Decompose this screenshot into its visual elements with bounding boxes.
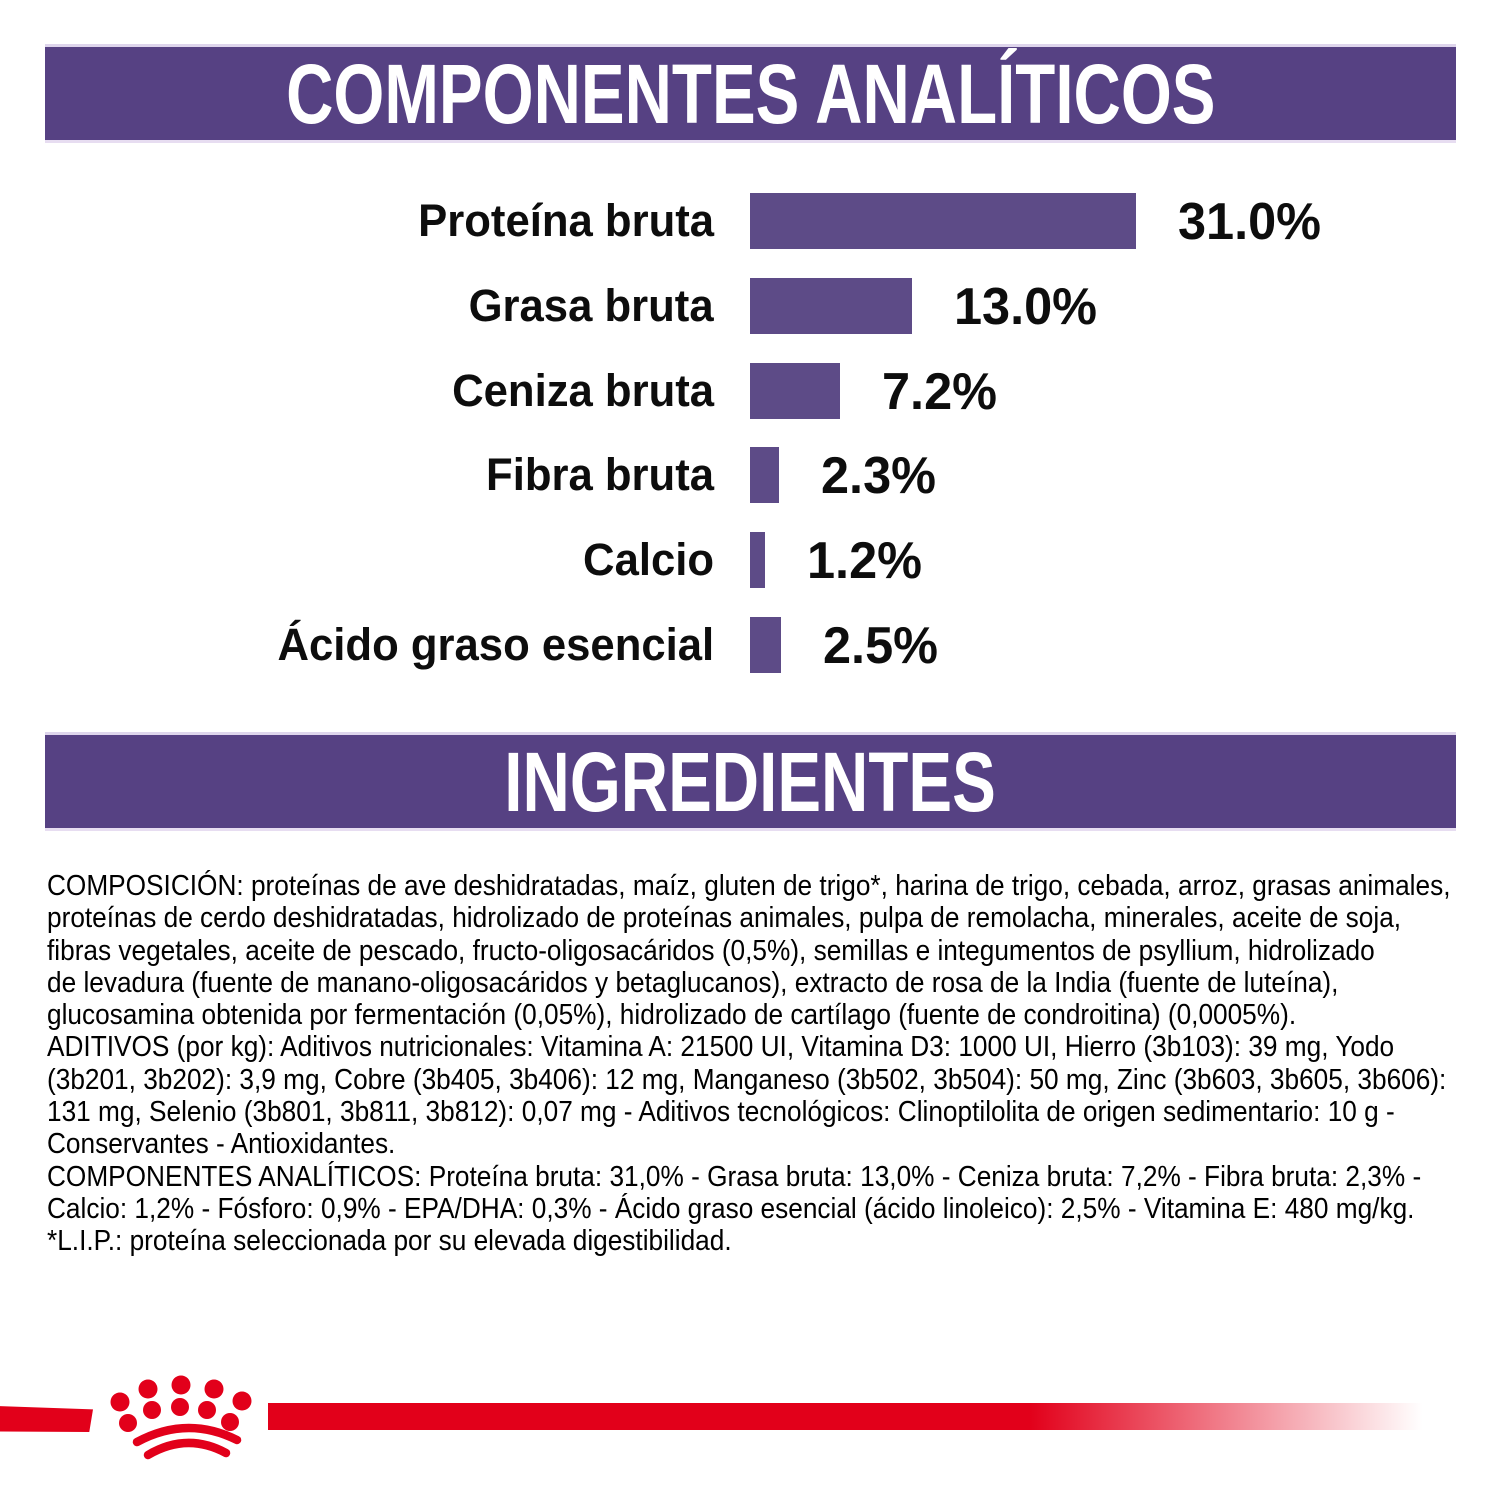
body-text-line: proteínas de cerdo deshidratadas, hidrol… [47, 902, 1402, 935]
chart-row-label: Ácido graso esencial [277, 619, 714, 670]
chart-row-label: Fibra bruta [486, 449, 714, 501]
brand-ribbon-right-segment [268, 1403, 1458, 1430]
chart-row-label: Ceniza bruta [452, 364, 714, 416]
chart-row: Ácido graso esencial 2.5% [0, 617, 1500, 675]
body-text-line: ADITIVOS (por kg): Aditivos nutricionale… [47, 1031, 1395, 1064]
body-text-line: fibras vegetales, aceite de pescado, fru… [47, 934, 1375, 967]
chart-bar [750, 447, 779, 504]
ingredients-title: INGREDIENTES [504, 734, 997, 829]
body-text-line: 131 mg, Selenio (3b801, 3b811, 3b812): 0… [47, 1096, 1395, 1129]
chart-row-label: Grasa bruta [468, 279, 714, 331]
chart-row-label: Proteína bruta [418, 195, 714, 246]
chart-bar [750, 532, 765, 589]
ingredients-composition-text: COMPOSICIÓN: proteínas de ave deshidrata… [47, 870, 1457, 1258]
chart-row-label: Calcio [583, 534, 714, 586]
chart-value-label: 31.0% [1177, 193, 1321, 251]
chart-row: Proteína bruta 31.0% [0, 193, 1500, 251]
chart-row: Fibra bruta 2.3% [0, 447, 1500, 506]
body-text-line: de levadura (fuente de manano-oligosacár… [47, 966, 1339, 999]
chart-value-label: 13.0% [953, 277, 1097, 336]
chart-value-label: 2.3% [820, 447, 936, 506]
brand-ribbon-left-segment [0, 1406, 93, 1432]
royal-canin-crown-icon [110, 1375, 252, 1460]
body-text-line: glucosamina obtenida por fermentación (0… [47, 999, 1297, 1032]
chart-value-label: 7.2% [881, 362, 997, 421]
chart-row: Grasa bruta 13.0% [0, 277, 1500, 336]
body-text-line: COMPONENTES ANALÍTICOS: Proteína bruta: … [47, 1160, 1422, 1193]
chart-bar [750, 362, 840, 419]
body-text-line: Calcio: 1,2% - Fósforo: 0,9% - EPA/DHA: … [47, 1192, 1415, 1225]
chart-bar [750, 617, 782, 673]
chart-bar [750, 193, 1136, 249]
body-text-line: (3b201, 3b202): 3,9 mg, Cobre (3b405, 3b… [47, 1063, 1447, 1096]
analytical-components-bar-chart: Proteína bruta 31.0% Grasa bruta 13.0% Ceniz… [0, 0, 1500, 720]
analytical-components-header-band: COMPONENTES ANALÍTICOS [45, 44, 1456, 143]
chart-bar [750, 277, 912, 334]
chart-row: Calcio 1.2% [0, 532, 1500, 591]
chart-value-label: 1.2% [806, 532, 922, 591]
chart-row: Ceniza bruta 7.2% [0, 362, 1500, 421]
ingredients-header-band: INGREDIENTES [45, 732, 1456, 831]
analytical-components-title: COMPONENTES ANALÍTICOS [285, 46, 1216, 141]
body-text-line: COMPOSICIÓN: proteínas de ave deshidrata… [47, 870, 1451, 902]
body-text-line: *L.I.P.: proteína seleccionada por su el… [47, 1225, 732, 1258]
chart-value-label: 2.5% [823, 617, 939, 675]
body-text-line: Conservantes - Antioxidantes. [47, 1128, 396, 1161]
